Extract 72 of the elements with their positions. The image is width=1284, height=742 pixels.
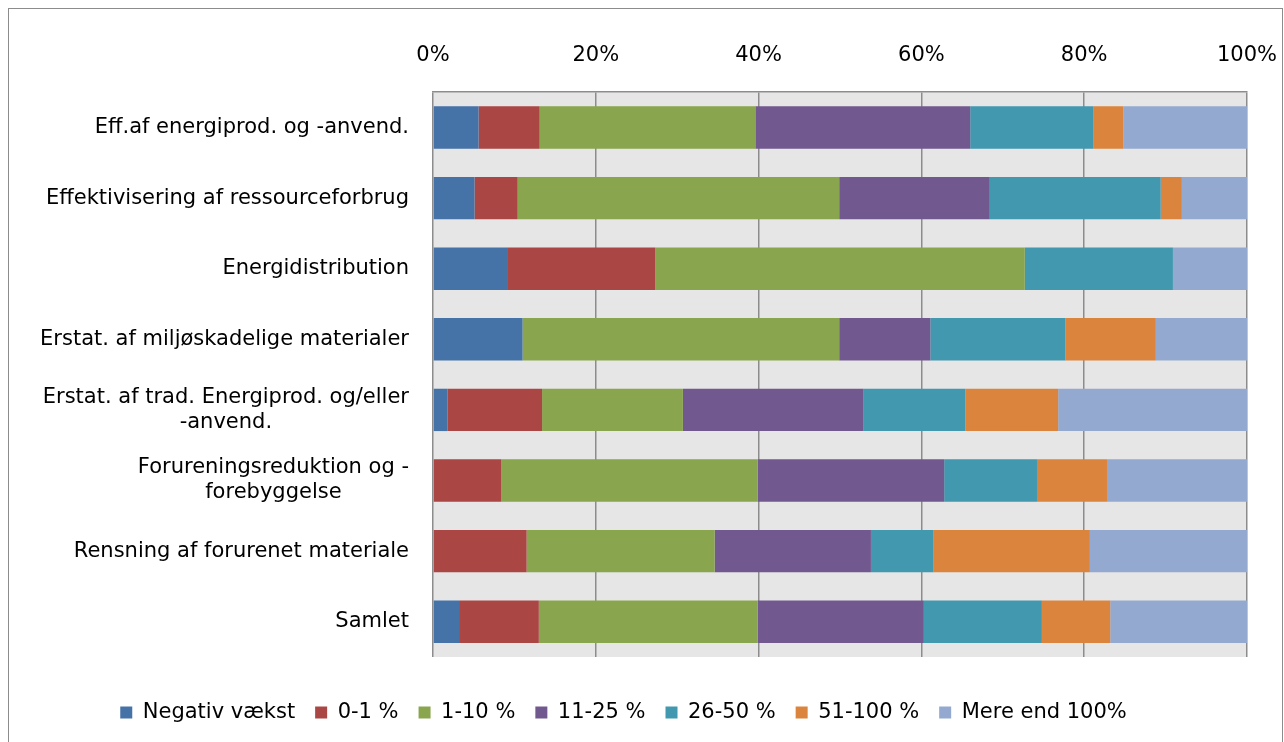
- bar: [682, 388, 864, 432]
- bar: [1024, 247, 1173, 290]
- y-tick-label: Eff.af energiprod. og -anvend.: [94, 113, 409, 138]
- bar: [839, 176, 990, 220]
- bar: [478, 106, 540, 149]
- bar: [539, 106, 756, 149]
- x-tick-label: 0%: [416, 42, 450, 67]
- bar: [459, 600, 539, 643]
- y-tick-label: Rensning af forurenet materiale: [73, 537, 409, 562]
- bar: [757, 600, 924, 643]
- bar: [714, 529, 871, 573]
- bar: [944, 459, 1037, 502]
- legend-label: Negativ vækst: [142, 698, 296, 723]
- bar: [433, 529, 527, 573]
- y-tick-label: Erstat. af trad. Energiprod. og/eller -anvend.: [42, 383, 410, 433]
- bar: [1106, 459, 1247, 502]
- bar: [863, 388, 966, 432]
- bar: [989, 176, 1161, 220]
- bar: [433, 318, 523, 361]
- bar: [501, 459, 758, 502]
- bar: [1172, 247, 1247, 290]
- bar: [433, 388, 448, 432]
- bar: [474, 176, 518, 220]
- bar: [542, 388, 683, 432]
- legend-label: 11-25 %: [557, 698, 646, 723]
- bar: [433, 176, 475, 220]
- bar: [1065, 318, 1156, 361]
- bar: [433, 459, 502, 502]
- legend-label: 26-50 %: [688, 698, 776, 723]
- bar: [1036, 459, 1107, 502]
- bar: [433, 600, 460, 643]
- bar: [970, 106, 1094, 149]
- bar: [755, 106, 971, 149]
- legend-label: 51-100 %: [818, 698, 920, 723]
- bar: [965, 388, 1059, 432]
- bar: [433, 247, 508, 290]
- x-tick-label: 80%: [1060, 42, 1108, 67]
- bar: [526, 529, 715, 573]
- x-tick-label: 60%: [898, 42, 945, 67]
- y-tick-label: Samlet: [335, 608, 410, 633]
- legend-label: Mere end 100%: [961, 698, 1127, 723]
- x-tick-label: 20%: [572, 42, 620, 67]
- bar: [923, 600, 1042, 643]
- bar: [933, 529, 1090, 573]
- bar: [1181, 176, 1247, 220]
- bar: [839, 318, 931, 361]
- bar: [522, 318, 840, 361]
- bar: [870, 529, 934, 573]
- bar: [757, 459, 945, 502]
- bar: [1093, 106, 1124, 149]
- bar: [538, 600, 758, 643]
- y-tick-label: Forureningsreduktion og - forebyggelse: [137, 454, 409, 504]
- bar: [1160, 176, 1182, 220]
- legend-label: 1-10 %: [441, 698, 516, 723]
- bar: [1041, 600, 1111, 643]
- x-tick-label: 100%: [1216, 42, 1278, 67]
- x-tick-label: 40%: [735, 42, 782, 67]
- bar: [655, 247, 1025, 290]
- y-tick-label: Energidistribution: [222, 255, 409, 280]
- bar: [1123, 106, 1247, 149]
- legend-label: 0-1 %: [337, 698, 399, 723]
- bar: [517, 176, 840, 220]
- bar: [1058, 388, 1247, 432]
- y-tick-label: Erstat. af miljøskadelige materialer: [40, 325, 410, 350]
- bar: [447, 388, 543, 432]
- bar: [433, 106, 479, 149]
- bar: [1155, 318, 1247, 361]
- bar: [1089, 529, 1247, 573]
- bar: [507, 247, 656, 290]
- bar: [1110, 600, 1247, 643]
- y-tick-label: Effektivisering af ressourceforbrug: [46, 184, 409, 209]
- bar: [930, 318, 1066, 361]
